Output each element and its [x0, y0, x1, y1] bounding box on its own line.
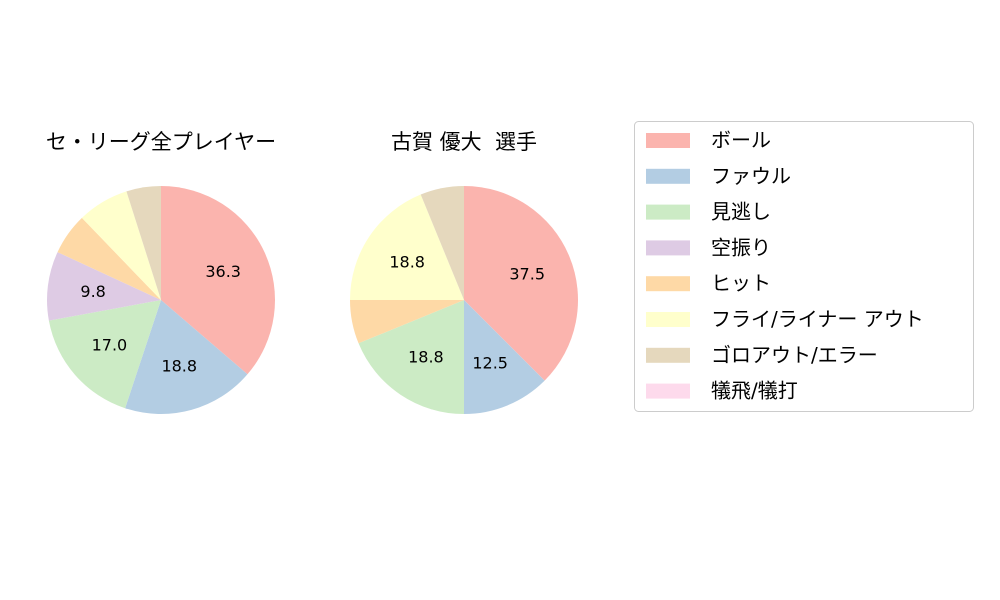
pie-slices-player [350, 186, 578, 414]
pie-label-player-5: 18.8 [389, 252, 425, 271]
legend-label-7: 犠飛/犠打 [711, 379, 798, 403]
pie-slice-league-5 [81, 191, 161, 300]
pie-slice-player-1 [464, 300, 545, 414]
pie-label-league-2: 17.0 [92, 335, 128, 354]
legend-label-6: ゴロアウト/エラー [711, 343, 878, 367]
pie-slice-league-0 [161, 186, 275, 375]
legend-swatch-5 [646, 312, 690, 327]
pie-slice-player-5 [350, 194, 464, 300]
pie-slice-league-3 [47, 252, 161, 321]
pie-slice-league-1 [125, 300, 248, 415]
legend-label-2: 見逃し [711, 200, 771, 224]
legend-label-4: ヒット [711, 271, 771, 295]
pie-slice-player-4 [350, 300, 464, 344]
pie-chart-league: セ・リーグ全プレイヤー 36.3 18.8 17.0 9.8 [46, 130, 276, 415]
pie-label-player-0: 37.5 [509, 264, 545, 283]
pie-slice-player-0 [464, 186, 578, 381]
legend-swatch-6 [646, 347, 690, 363]
legend-frame [634, 121, 974, 412]
legend-label-5: フライ/ライナー アウト [711, 307, 924, 331]
pie-slice-player-6 [420, 186, 464, 300]
legend-swatch-2 [646, 204, 690, 220]
legend-label-3: 空振り [711, 235, 771, 259]
pie-labels-player: 37.5 12.5 18.8 18.8 [389, 252, 545, 372]
pie-chart-player: 古賀 優大 選手 37.5 12.5 18.8 18.8 [350, 130, 578, 414]
pie-label-league-0: 36.3 [205, 262, 241, 281]
pie-label-league-1: 18.8 [161, 356, 197, 375]
legend-swatch-1 [646, 168, 690, 184]
pie-labels-league: 36.3 18.8 17.0 9.8 [80, 262, 241, 375]
legend-label-0: ボール [711, 128, 771, 152]
pie-slices-league [47, 186, 275, 415]
legend-swatch-0 [646, 133, 690, 148]
pie-title-player: 古賀 優大 選手 [391, 130, 537, 154]
pie-slice-league-4 [57, 217, 161, 300]
pie-label-league-3: 9.8 [80, 282, 105, 301]
pie-label-player-2: 18.8 [408, 347, 444, 366]
pie-label-player-1: 12.5 [472, 354, 508, 373]
legend-swatch-4 [646, 276, 690, 292]
legend-swatch-7 [646, 383, 690, 399]
pie-slice-player-2 [358, 300, 464, 414]
legend-label-1: ファウル [711, 164, 791, 188]
pie-title-league: セ・リーグ全プレイヤー [46, 130, 276, 154]
legend-swatch-3 [646, 240, 690, 256]
pie-slice-league-2 [48, 300, 161, 409]
pie-slice-league-6 [126, 186, 161, 300]
